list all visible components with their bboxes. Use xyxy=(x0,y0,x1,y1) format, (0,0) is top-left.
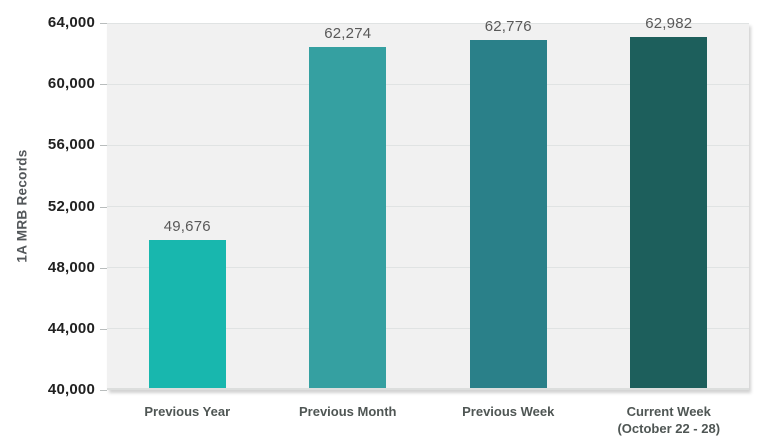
y-tick-mark xyxy=(100,328,107,330)
gridline xyxy=(107,328,749,330)
plot-area: 49,676 62,274 62,776 62,982 xyxy=(107,15,749,390)
y-tick-label: 52,000 xyxy=(47,197,95,215)
y-tick-mark xyxy=(100,145,107,147)
bar xyxy=(469,39,547,388)
category-label-line: Previous Week xyxy=(462,404,555,419)
y-tick-label: 60,000 xyxy=(47,75,95,93)
category-label: Previous Month xyxy=(268,403,429,420)
gridline xyxy=(107,144,749,146)
gridline xyxy=(107,83,749,85)
data-label: 62,274 xyxy=(324,25,372,43)
category-label-line: (October 22 - 28) xyxy=(617,421,721,436)
y-tick-label: 48,000 xyxy=(47,258,95,276)
y-tick-label: 64,000 xyxy=(47,14,95,31)
y-tick-label: 44,000 xyxy=(47,319,95,337)
data-label: 62,982 xyxy=(645,14,693,32)
y-tick-mark xyxy=(100,267,107,269)
y-tick-label: 56,000 xyxy=(47,136,95,154)
y-tick-mark xyxy=(100,390,107,391)
bar xyxy=(630,36,708,388)
y-tick-label: 40,000 xyxy=(47,381,95,398)
data-label: 49,676 xyxy=(163,218,211,236)
category-label-line: Previous Month xyxy=(298,404,397,419)
y-tick-mark xyxy=(100,23,107,24)
category-label-line: Previous Year xyxy=(144,404,231,419)
gridline xyxy=(107,206,749,207)
category-label-line: Current Week xyxy=(626,404,711,419)
y-tick-mark xyxy=(100,206,107,208)
category-label: Current Week (October 22 - 28) xyxy=(589,403,750,437)
bar xyxy=(148,240,226,388)
gridline xyxy=(107,22,749,24)
gridline xyxy=(107,267,749,269)
data-label: 62,776 xyxy=(484,17,532,35)
category-label: Previous Week xyxy=(428,403,589,420)
y-tick-mark xyxy=(100,84,107,86)
category-label: Previous Year xyxy=(107,403,268,420)
bar xyxy=(309,47,387,388)
